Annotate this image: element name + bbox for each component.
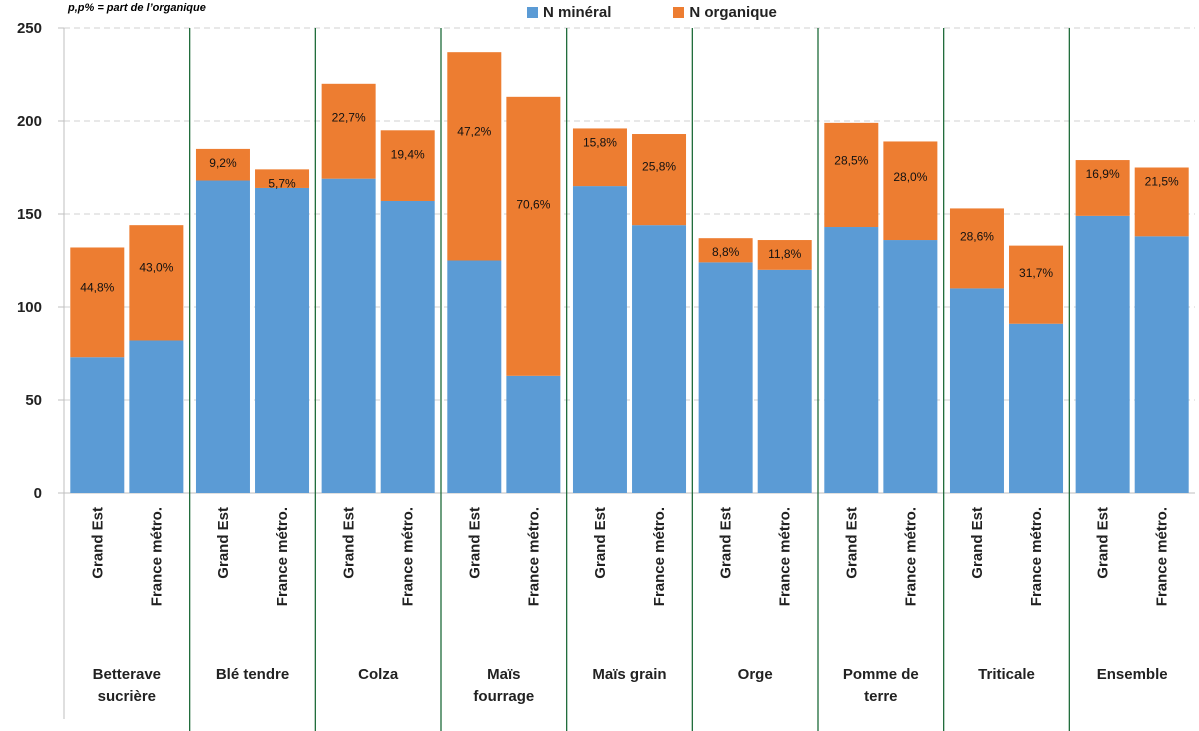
bar-mineral	[1134, 236, 1189, 493]
x-tick-label: Grand Est	[341, 507, 358, 579]
data-label: 31,7%	[1019, 266, 1053, 280]
bar-organic	[1134, 167, 1189, 237]
bar-organic	[883, 141, 938, 241]
data-label: 15,8%	[583, 135, 617, 149]
bar-mineral	[129, 340, 184, 493]
bar-mineral	[447, 260, 502, 493]
x-tick-label: France métro.	[1154, 507, 1171, 606]
bar-organic	[447, 52, 502, 261]
bar-organic	[70, 247, 125, 358]
bar-organic	[195, 148, 250, 181]
legend-label-mineral: N minéral	[543, 4, 612, 21]
category-label: Blé tendre	[216, 666, 289, 683]
legend-item-organic: N organique	[673, 4, 777, 21]
bar-mineral	[1075, 215, 1130, 494]
bar-organic	[255, 169, 310, 188]
bar-mineral	[195, 180, 250, 493]
legend-item-mineral: N minéral	[527, 4, 611, 21]
data-label: 19,4%	[391, 148, 425, 162]
data-label: 44,8%	[80, 280, 114, 294]
category-label: Maïs	[487, 666, 520, 683]
category-label: fourrage	[473, 688, 534, 705]
category-label: Triticale	[978, 666, 1035, 683]
legend-swatch-organic	[673, 7, 685, 18]
bar-organic	[632, 134, 687, 226]
category-label: sucrière	[98, 688, 156, 705]
x-tick-label: Grand Est	[843, 507, 860, 579]
bar-organic	[129, 225, 184, 341]
data-label: 11,8%	[768, 247, 801, 261]
x-tick-label: France métro.	[525, 507, 542, 606]
category-label: Betterave	[93, 666, 161, 683]
data-label: 43,0%	[139, 260, 173, 274]
x-tick-label: Grand Est	[592, 507, 609, 579]
category-label: terre	[864, 688, 897, 705]
data-label: 8,8%	[712, 245, 740, 259]
data-label: 47,2%	[457, 125, 491, 139]
data-label: 16,9%	[1086, 167, 1120, 181]
x-tick-label: France métro.	[902, 507, 919, 606]
bar-mineral	[632, 225, 687, 493]
data-label: 5,7%	[268, 176, 296, 190]
data-label: 9,2%	[209, 156, 237, 170]
bar-organic	[1009, 245, 1064, 324]
bar-mineral	[70, 357, 125, 493]
y-tick-label: 50	[25, 392, 42, 409]
y-tick-label: 250	[17, 20, 42, 37]
legend-label-organic: N organique	[689, 4, 777, 21]
legend: N minéral N organique	[527, 4, 839, 21]
bar-mineral	[572, 186, 627, 493]
x-tick-label: France métro.	[777, 507, 794, 606]
bar-mineral	[380, 200, 435, 494]
x-tick-label: France métro.	[148, 507, 165, 606]
data-label: 70,6%	[516, 197, 550, 211]
x-tick-label: Grand Est	[969, 507, 986, 579]
category-label: Maïs grain	[592, 666, 666, 683]
x-tick-label: Grand Est	[466, 507, 483, 579]
y-tick-label: 150	[17, 206, 42, 223]
bar-organic	[698, 238, 753, 263]
y-tick-label: 100	[17, 299, 42, 316]
bar-organic	[321, 83, 376, 179]
x-tick-label: France métro.	[400, 507, 417, 606]
chart-note: p,p% = part de l’organique	[68, 2, 206, 14]
bar-mineral	[757, 269, 812, 493]
y-tick-label: 200	[17, 113, 42, 130]
x-tick-label: France métro.	[651, 507, 668, 606]
x-tick-label: Grand Est	[718, 507, 735, 579]
category-label: Orge	[738, 666, 773, 683]
data-label: 21,5%	[1145, 175, 1179, 189]
bar-mineral	[1009, 323, 1064, 493]
x-tick-label: Grand Est	[215, 507, 232, 579]
bar-mineral	[883, 240, 938, 493]
legend-swatch-mineral	[527, 7, 538, 18]
bar-mineral	[321, 178, 376, 493]
bar-organic	[506, 96, 561, 376]
category-label: Pomme de	[843, 666, 919, 683]
bar-organic	[380, 130, 435, 201]
category-label: Ensemble	[1097, 666, 1168, 683]
bar-mineral	[949, 288, 1004, 493]
bar-organic	[572, 128, 627, 187]
x-tick-label: France métro.	[274, 507, 291, 606]
x-tick-label: Grand Est	[1095, 507, 1112, 579]
data-label: 28,0%	[893, 170, 927, 184]
x-tick-label: France métro.	[1028, 507, 1045, 606]
bar-mineral	[698, 262, 753, 493]
data-label: 22,7%	[332, 111, 366, 125]
y-tick-label: 0	[34, 485, 42, 502]
data-label: 28,6%	[960, 229, 994, 243]
data-label: 28,5%	[834, 154, 868, 168]
bar-mineral	[506, 375, 561, 493]
data-label: 25,8%	[642, 159, 676, 173]
bar-organic	[949, 208, 1004, 289]
bar-organic	[1075, 160, 1130, 216]
bar-mineral	[255, 187, 310, 493]
category-label: Colza	[358, 666, 399, 683]
bar-organic	[757, 240, 812, 270]
bar-mineral	[824, 227, 879, 493]
x-tick-label: Grand Est	[89, 507, 106, 579]
bar-organic	[824, 122, 879, 228]
